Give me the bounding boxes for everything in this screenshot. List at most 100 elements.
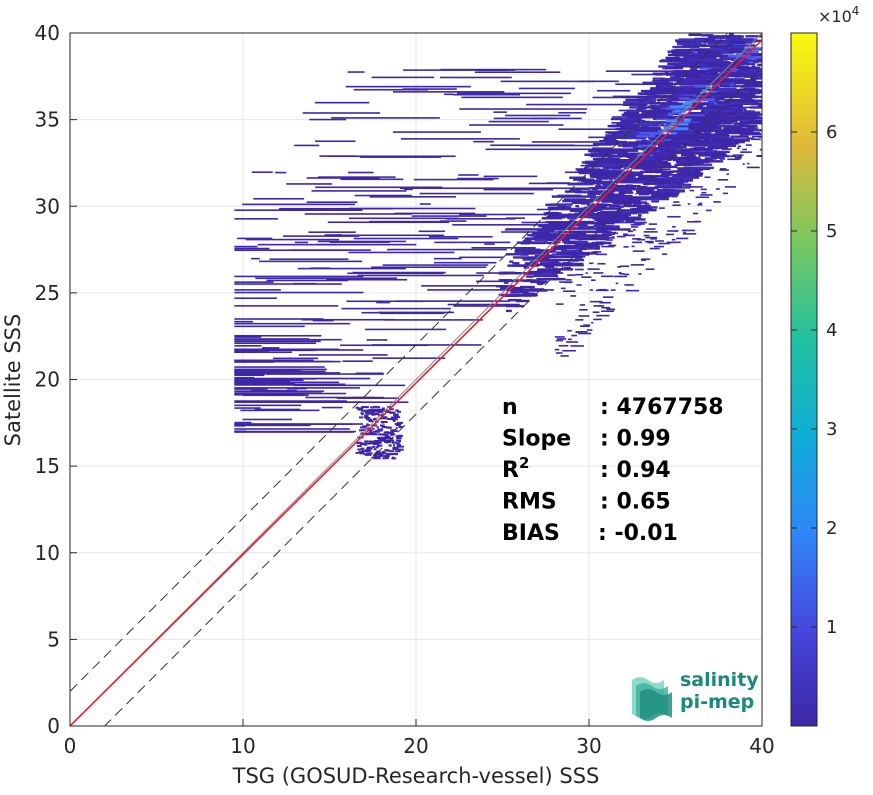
heat-cell — [603, 166, 611, 169]
heat-cell — [701, 191, 707, 194]
heat-cell — [746, 62, 756, 66]
heat-cell — [713, 157, 725, 159]
heat-cell — [667, 157, 672, 160]
heat-cell — [544, 254, 554, 257]
heat-cell — [587, 204, 596, 208]
heat-cell — [597, 198, 608, 201]
heat-streak — [234, 349, 364, 351]
heat-streak — [294, 241, 309, 244]
heat-cell — [705, 209, 712, 212]
heat-streak — [377, 311, 455, 314]
heat-cell — [732, 154, 744, 157]
heat-cell — [379, 436, 386, 439]
heat-cell — [623, 233, 628, 236]
heat-streak — [618, 109, 631, 112]
heat-cell — [681, 137, 692, 140]
heat-streak — [652, 79, 689, 82]
heat-streak — [306, 177, 380, 179]
heat-streak — [612, 95, 693, 98]
heat-cell — [689, 68, 698, 71]
heat-cell — [605, 239, 613, 241]
ref-line-identity — [70, 33, 762, 726]
heat-cell — [569, 219, 576, 223]
heat-cell — [721, 79, 732, 82]
heat-cell — [646, 188, 655, 191]
heat-cell — [636, 107, 640, 110]
heat-streak — [399, 187, 498, 190]
heat-cell — [693, 77, 698, 81]
heat-cell — [666, 122, 672, 126]
heat-cell — [374, 439, 380, 442]
heat-cell — [707, 117, 733, 120]
heat-cell — [618, 205, 624, 208]
heat-streak — [302, 112, 381, 114]
heat-cell — [567, 241, 583, 244]
heat-cell — [700, 34, 714, 37]
heat-cell — [374, 417, 377, 420]
heat-streak — [428, 235, 493, 238]
heat-cell — [670, 178, 681, 180]
heat-streak — [392, 91, 505, 93]
heat-cell — [642, 176, 654, 178]
heat-cell — [523, 266, 530, 269]
heat-cell — [666, 179, 670, 181]
heat-cell — [652, 77, 665, 80]
heat-cell — [631, 245, 635, 248]
heat-cell — [648, 182, 665, 185]
heat-cell — [730, 135, 749, 138]
heat-cell — [374, 453, 381, 456]
heat-cell — [617, 235, 626, 238]
heat-cell — [608, 131, 630, 135]
heat-streak — [315, 140, 356, 143]
heat-streak — [348, 251, 455, 254]
heat-streak — [371, 76, 435, 79]
heat-cell — [632, 241, 643, 244]
heat-cell — [723, 130, 732, 133]
heat-cell — [653, 192, 657, 195]
heat-cell — [365, 406, 369, 409]
heat-cell — [738, 81, 762, 84]
heat-cell — [618, 220, 623, 222]
heat-cell — [643, 158, 672, 161]
heat-cell — [580, 202, 591, 205]
heat-cell — [625, 289, 640, 292]
heat-cell — [637, 121, 657, 125]
heat-cell — [555, 237, 581, 240]
heat-cell — [723, 127, 743, 130]
heat-cell — [574, 268, 584, 271]
heat-cell — [658, 144, 682, 148]
colorbar-multiplier: ×104 — [818, 4, 859, 26]
heat-cell — [742, 102, 754, 105]
heat-cell — [663, 127, 689, 130]
heat-cell — [749, 106, 762, 109]
heat-streak — [287, 387, 307, 390]
heat-cell — [661, 173, 673, 176]
heat-streak — [234, 320, 254, 323]
heat-cell — [681, 171, 700, 174]
y-tick-label: 40 — [35, 21, 60, 45]
heat-cell — [527, 233, 547, 237]
heat-cell — [621, 211, 638, 214]
heat-cell — [698, 120, 701, 122]
heat-cell — [663, 189, 675, 191]
heat-cell — [372, 405, 378, 408]
heat-cell — [389, 411, 396, 414]
heat-cell — [616, 209, 621, 212]
heat-cell — [592, 157, 620, 161]
heat-cell — [750, 114, 759, 117]
heat-streak — [330, 234, 445, 237]
heat-streak — [404, 188, 413, 191]
heat-cell — [599, 301, 611, 304]
heat-cell — [573, 178, 595, 181]
heat-cell — [594, 228, 604, 231]
heat-cell — [656, 188, 667, 191]
heat-cell — [706, 106, 727, 109]
heat-cell — [525, 237, 546, 240]
heat-cell — [623, 246, 629, 248]
x-axis-ticks: 0 10 20 30 40 — [64, 719, 775, 758]
heat-cell — [561, 246, 581, 249]
heat-cell — [737, 108, 747, 111]
heat-cell — [578, 248, 586, 251]
heat-cell — [381, 413, 385, 416]
salinity-logo: salinity pi-mep — [632, 669, 759, 721]
